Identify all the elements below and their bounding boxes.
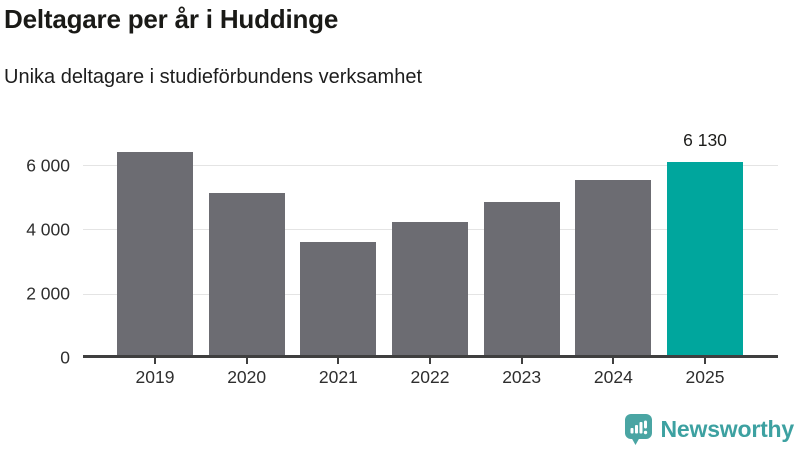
x-tick-label-2024: 2024 bbox=[593, 367, 633, 387]
x-tick-2023 bbox=[520, 358, 523, 364]
x-axis-line bbox=[83, 355, 778, 358]
bar-2020 bbox=[208, 192, 285, 358]
x-tick-label-2025: 2025 bbox=[685, 367, 725, 387]
y-tick-label-2000: 2 000 bbox=[26, 283, 70, 304]
bar-2019 bbox=[117, 152, 193, 358]
bar-2022 bbox=[392, 221, 468, 358]
x-tick-2025 bbox=[704, 358, 707, 364]
gridline-6000 bbox=[83, 165, 778, 167]
bar-value-label: 6 130 bbox=[683, 129, 727, 150]
y-tick-label-6000: 6 000 bbox=[26, 155, 70, 176]
bar-2021 bbox=[300, 241, 377, 358]
y-tick-label-4000: 4 000 bbox=[26, 219, 70, 240]
x-tick-label-2022: 2022 bbox=[410, 367, 450, 387]
bar-2025 bbox=[667, 161, 744, 358]
plot-area: 6 130 bbox=[83, 125, 778, 358]
x-tick-label-2019: 2019 bbox=[135, 367, 175, 387]
x-tick-label-2023: 2023 bbox=[502, 367, 542, 387]
x-tick-label-2020: 2020 bbox=[227, 367, 267, 387]
chart-subtitle: Unika deltagare i studieförbundens verks… bbox=[4, 66, 423, 88]
y-tick-label-0: 0 bbox=[60, 347, 70, 368]
bar-2024 bbox=[575, 180, 652, 358]
x-tick-2021 bbox=[337, 358, 340, 364]
newsworthy-logo[interactable]: Newsworthy bbox=[624, 413, 794, 446]
x-tick-2022 bbox=[429, 358, 431, 364]
x-tick-2020 bbox=[245, 358, 248, 364]
newsworthy-icon bbox=[624, 414, 652, 445]
x-tick-2024 bbox=[612, 358, 615, 364]
newsworthy-wordmark: Newsworthy bbox=[660, 416, 795, 442]
x-tick-2019 bbox=[154, 358, 156, 364]
bar-2023 bbox=[483, 202, 560, 358]
chart-title: Deltagare per år i Huddinge bbox=[4, 4, 339, 34]
x-tick-label-2021: 2021 bbox=[318, 367, 358, 387]
